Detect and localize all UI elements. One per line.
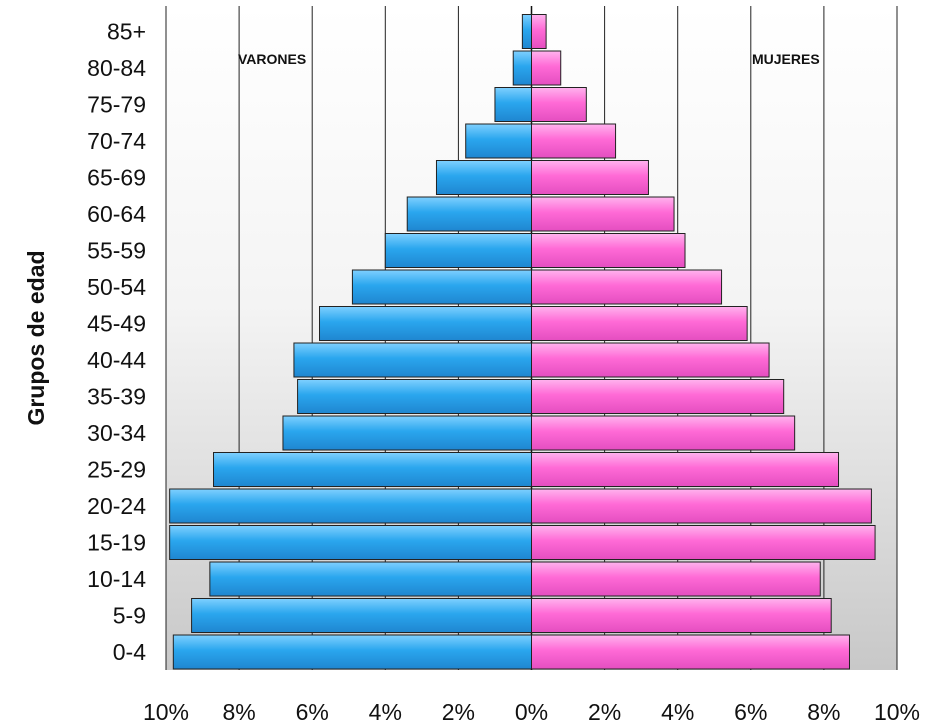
bar-mujeres-30-34 (531, 415, 796, 451)
bars (169, 14, 876, 670)
bar-varones-70-74 (465, 123, 532, 159)
bar-mujeres-0-4 (531, 634, 850, 670)
bar-mujeres-75-79 (531, 87, 587, 122)
bar-mujeres-15-19 (531, 525, 876, 560)
category-labels: 0-4 5-9 10-14 15-19 20-24 25-29 30-34 35-39 40-4… (87, 19, 146, 666)
x-tick-label: 10% (874, 699, 920, 725)
bar-mujeres-60-64 (531, 196, 675, 232)
x-tick-label: 6% (734, 699, 767, 725)
bar-mujeres-50-54 (531, 269, 723, 305)
x-tick-label: 4% (369, 699, 402, 725)
bar-mujeres-25-29 (531, 452, 840, 487)
bar-varones-55-59 (384, 233, 532, 268)
bar-mujeres-40-44 (531, 342, 770, 378)
x-tick-label: 2% (588, 699, 621, 725)
bar-varones-35-39 (297, 379, 532, 414)
bar-mujeres-85+ (531, 14, 547, 49)
bar-varones-5-9 (191, 598, 533, 633)
category-label: 0-4 (113, 639, 146, 665)
bar-varones-20-24 (169, 488, 532, 524)
legend-mujeres: MUJERES (752, 51, 820, 67)
bar-varones-15-19 (169, 525, 532, 560)
category-label: 55-59 (87, 238, 146, 264)
category-label: 20-24 (87, 493, 146, 519)
bar-varones-80-84 (512, 50, 532, 86)
category-label: 25-29 (87, 457, 146, 483)
x-tick-label: 6% (296, 699, 329, 725)
x-tick-label: 8% (807, 699, 840, 725)
category-label: 45-49 (87, 311, 146, 337)
bar-varones-65-69 (435, 160, 532, 195)
category-label: 80-84 (87, 55, 146, 81)
bar-varones-40-44 (293, 342, 532, 378)
bar-varones-10-14 (209, 561, 533, 597)
bar-mujeres-65-69 (531, 160, 649, 195)
category-label: 35-39 (87, 384, 146, 410)
x-tick-label: 4% (661, 699, 694, 725)
x-tick-label: 2% (442, 699, 475, 725)
category-label: 50-54 (87, 274, 146, 300)
category-label: 40-44 (87, 347, 146, 373)
bar-mujeres-70-74 (531, 123, 617, 159)
category-label: 75-79 (87, 92, 146, 118)
category-label: 10-14 (87, 566, 146, 592)
bar-mujeres-80-84 (531, 50, 562, 86)
category-label: 30-34 (87, 420, 146, 446)
category-label: 60-64 (87, 201, 146, 227)
bar-mujeres-10-14 (531, 561, 821, 597)
category-label: 70-74 (87, 128, 146, 154)
y-axis-label: Grupos de edad (23, 250, 49, 425)
x-tick-label: 8% (222, 699, 255, 725)
category-label: 65-69 (87, 165, 146, 191)
bar-varones-50-54 (351, 269, 532, 305)
category-label: 85+ (107, 19, 146, 45)
bar-mujeres-20-24 (531, 488, 872, 524)
category-label: 5-9 (113, 603, 146, 629)
bar-varones-60-64 (406, 196, 533, 232)
bar-mujeres-45-49 (531, 306, 748, 341)
bar-varones-0-4 (172, 634, 532, 670)
bar-varones-30-34 (282, 415, 532, 451)
legend-varones: VARONES (238, 51, 306, 67)
x-tick-label: 0% (515, 699, 548, 725)
bar-varones-45-49 (319, 306, 533, 341)
bar-mujeres-55-59 (531, 233, 686, 268)
category-label: 15-19 (87, 530, 146, 556)
bar-varones-85+ (521, 14, 532, 49)
bar-varones-75-79 (494, 87, 533, 122)
x-tick-labels: 10% 8% 6% 4% 2% 0% 2% 4% 6% 8% 10% (143, 699, 920, 725)
x-tick-label: 10% (143, 699, 189, 725)
bar-mujeres-5-9 (531, 598, 832, 633)
bar-mujeres-35-39 (531, 379, 785, 414)
bar-varones-25-29 (213, 452, 532, 487)
